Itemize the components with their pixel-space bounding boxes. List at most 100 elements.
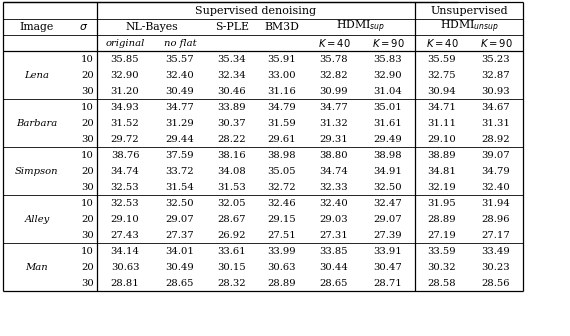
Text: 29.10: 29.10	[428, 134, 457, 143]
Text: 32.90: 32.90	[111, 71, 139, 80]
Text: 30.15: 30.15	[218, 262, 246, 271]
Text: 34.08: 34.08	[218, 167, 246, 175]
Text: 29.61: 29.61	[268, 134, 296, 143]
Text: 34.77: 34.77	[320, 102, 348, 112]
Text: 26.92: 26.92	[218, 230, 246, 240]
Text: 37.59: 37.59	[166, 151, 194, 160]
Text: 34.79: 34.79	[482, 167, 510, 175]
Text: 20: 20	[82, 71, 94, 80]
Text: 33.99: 33.99	[268, 247, 296, 255]
Text: 35.59: 35.59	[428, 54, 457, 64]
Text: 29.07: 29.07	[374, 214, 402, 223]
Text: 34.77: 34.77	[166, 102, 194, 112]
Text: 31.31: 31.31	[482, 119, 511, 127]
Text: 30: 30	[82, 86, 94, 95]
Text: 33.72: 33.72	[166, 167, 194, 175]
Text: $K = 90$: $K = 90$	[372, 37, 404, 49]
Text: 32.47: 32.47	[373, 199, 402, 208]
Text: 27.19: 27.19	[428, 230, 457, 240]
Text: 30.49: 30.49	[166, 86, 194, 95]
Text: 32.33: 32.33	[320, 182, 348, 192]
Text: 30.63: 30.63	[268, 262, 296, 271]
Text: 28.32: 28.32	[218, 279, 246, 288]
Text: 30: 30	[82, 230, 94, 240]
Text: 35.83: 35.83	[374, 54, 402, 64]
Text: 27.43: 27.43	[111, 230, 140, 240]
Text: 32.40: 32.40	[482, 182, 510, 192]
Text: Barbara: Barbara	[17, 119, 58, 127]
Text: 31.59: 31.59	[268, 119, 296, 127]
Text: 28.58: 28.58	[428, 279, 457, 288]
Text: 30.44: 30.44	[320, 262, 348, 271]
Text: 20: 20	[82, 262, 94, 271]
Text: 28.22: 28.22	[218, 134, 246, 143]
Text: 31.11: 31.11	[428, 119, 457, 127]
Text: 10: 10	[81, 102, 94, 112]
Text: 27.31: 27.31	[320, 230, 348, 240]
Text: 28.56: 28.56	[482, 279, 510, 288]
Text: 35.23: 35.23	[482, 54, 510, 64]
Text: 33.91: 33.91	[373, 247, 402, 255]
Text: 27.37: 27.37	[166, 230, 194, 240]
Text: 34.71: 34.71	[428, 102, 457, 112]
Text: 30.46: 30.46	[218, 86, 246, 95]
Text: 33.49: 33.49	[482, 247, 510, 255]
Text: 38.89: 38.89	[428, 151, 457, 160]
Text: 35.34: 35.34	[218, 54, 246, 64]
Text: 38.80: 38.80	[320, 151, 348, 160]
Text: 34.74: 34.74	[111, 167, 140, 175]
Text: 31.53: 31.53	[218, 182, 246, 192]
Text: 33.59: 33.59	[428, 247, 457, 255]
Text: 35.01: 35.01	[373, 102, 402, 112]
Text: 30: 30	[82, 134, 94, 143]
Text: 10: 10	[81, 54, 94, 64]
Text: $\sigma$: $\sigma$	[79, 22, 88, 32]
Text: 38.98: 38.98	[374, 151, 402, 160]
Text: 10: 10	[81, 151, 94, 160]
Text: 28.96: 28.96	[482, 214, 510, 223]
Text: 27.39: 27.39	[374, 230, 402, 240]
Text: 31.54: 31.54	[165, 182, 194, 192]
Text: 30.94: 30.94	[428, 86, 457, 95]
Text: 28.89: 28.89	[268, 279, 296, 288]
Text: 34.93: 34.93	[111, 102, 140, 112]
Text: 31.95: 31.95	[428, 199, 457, 208]
Text: 34.79: 34.79	[268, 102, 296, 112]
Text: 10: 10	[81, 199, 94, 208]
Text: 20: 20	[82, 167, 94, 175]
Text: 27.17: 27.17	[482, 230, 510, 240]
Text: 33.89: 33.89	[218, 102, 246, 112]
Text: 28.92: 28.92	[482, 134, 510, 143]
Text: NL-Bayes: NL-Bayes	[126, 22, 178, 32]
Text: 32.90: 32.90	[374, 71, 402, 80]
Text: 39.07: 39.07	[482, 151, 510, 160]
Text: 32.53: 32.53	[111, 182, 139, 192]
Text: 34.01: 34.01	[165, 247, 194, 255]
Text: HDMI$_{\mathit{sup}}$: HDMI$_{\mathit{sup}}$	[336, 19, 385, 35]
Text: 32.34: 32.34	[218, 71, 246, 80]
Text: 31.32: 31.32	[320, 119, 348, 127]
Text: 38.98: 38.98	[268, 151, 296, 160]
Text: 29.44: 29.44	[165, 134, 194, 143]
Text: 28.71: 28.71	[373, 279, 402, 288]
Text: 30.63: 30.63	[111, 262, 139, 271]
Text: Man: Man	[26, 262, 48, 271]
Text: 35.05: 35.05	[268, 167, 296, 175]
Text: 30.23: 30.23	[482, 262, 510, 271]
Text: 34.91: 34.91	[373, 167, 402, 175]
Text: HDMI$_{\mathit{unsup}}$: HDMI$_{\mathit{unsup}}$	[439, 19, 498, 35]
Text: 28.67: 28.67	[218, 214, 246, 223]
Text: $K = 40$: $K = 40$	[426, 37, 458, 49]
Text: BM3D: BM3D	[264, 22, 299, 32]
Text: 29.15: 29.15	[268, 214, 296, 223]
Text: 31.20: 31.20	[111, 86, 140, 95]
Text: Unsupervised: Unsupervised	[430, 5, 508, 15]
Text: no flat: no flat	[164, 39, 196, 47]
Text: 29.49: 29.49	[373, 134, 402, 143]
Text: 30.99: 30.99	[320, 86, 348, 95]
Text: 29.03: 29.03	[320, 214, 348, 223]
Text: 31.94: 31.94	[482, 199, 511, 208]
Text: $K = 40$: $K = 40$	[317, 37, 351, 49]
Text: 38.76: 38.76	[111, 151, 139, 160]
Text: 30: 30	[82, 182, 94, 192]
